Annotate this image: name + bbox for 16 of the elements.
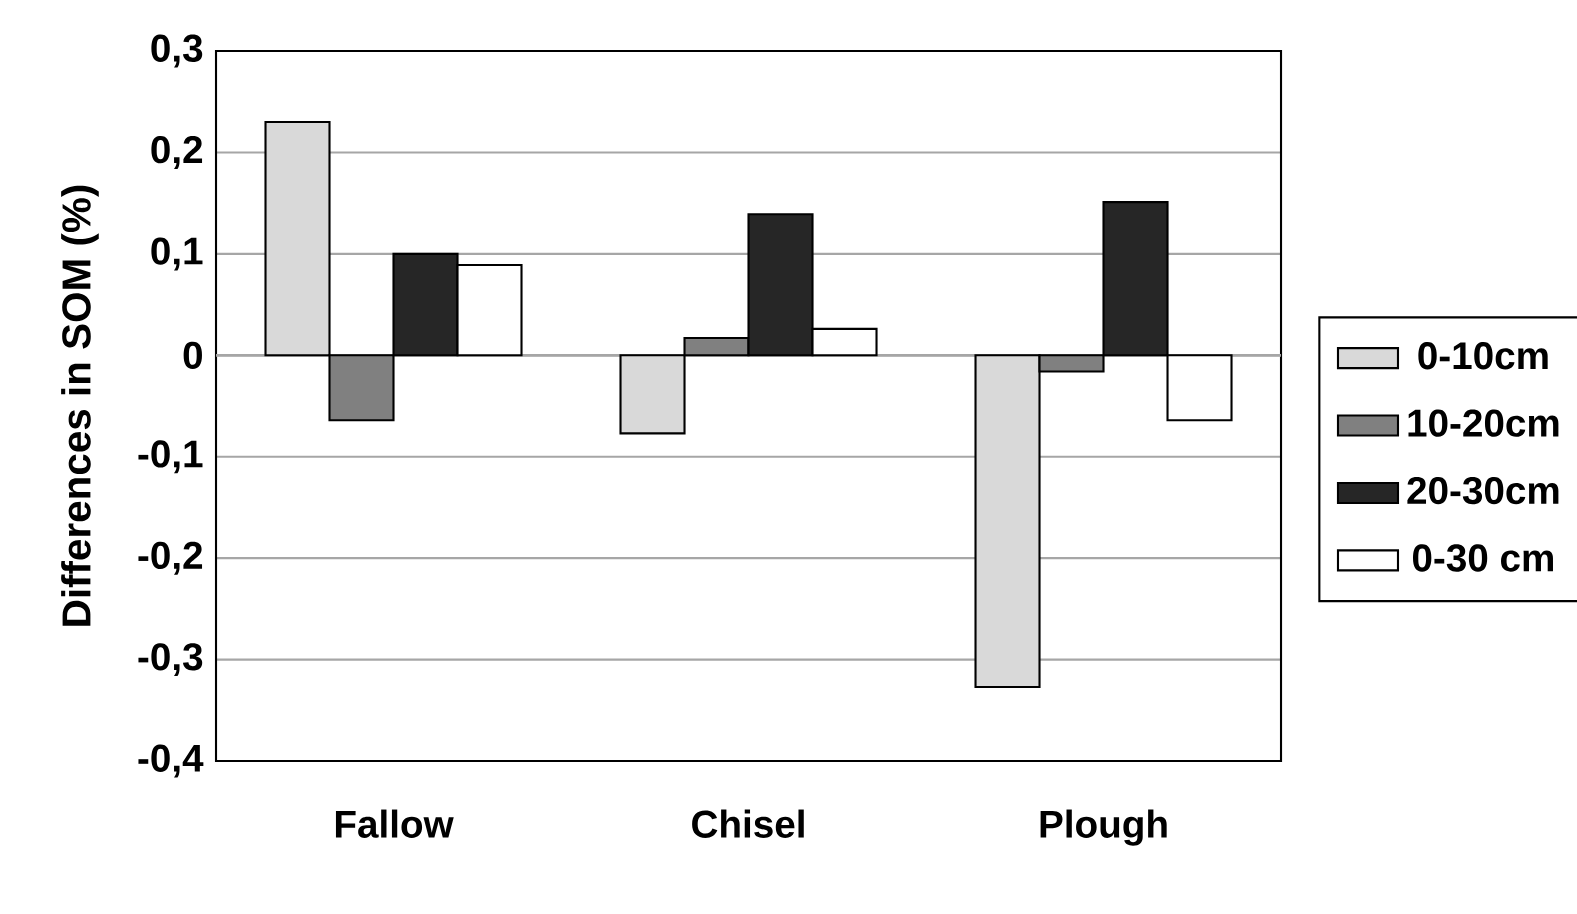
y-tick-label: 0,2 (151, 135, 203, 169)
legend-label: 10-20cm (1408, 409, 1559, 437)
legend-label: 0-30 cm (1412, 544, 1553, 572)
y-tick-label: -0,4 (138, 744, 204, 778)
legend-label: 0-10cm (1418, 342, 1548, 370)
x-tick-label: Plough (1040, 809, 1167, 846)
y-tick-label: 0,3 (151, 34, 203, 68)
legend-label: 20-30cm (1407, 476, 1559, 505)
y-tick-label: -0,2 (138, 541, 203, 575)
x-tick-label: Fallow (335, 809, 454, 838)
y-tick-label: -0,3 (138, 643, 203, 677)
y-tick-label: 0 (183, 341, 202, 369)
y-tick-label: 0,1 (151, 237, 203, 271)
x-tick-label: Chisel (692, 809, 804, 838)
y-axis-title: Differences in SOM (%) (61, 185, 99, 626)
y-tick-label: -0,1 (138, 440, 203, 474)
